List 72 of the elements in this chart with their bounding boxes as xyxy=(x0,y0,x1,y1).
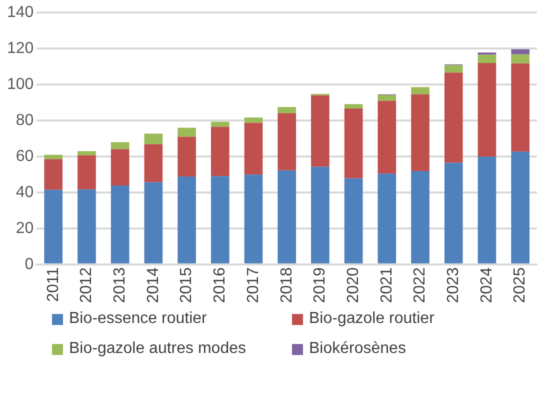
bar xyxy=(78,189,96,264)
bar xyxy=(210,176,230,264)
bar xyxy=(378,100,396,174)
bar xyxy=(478,156,496,264)
bar xyxy=(244,122,263,175)
bar xyxy=(478,54,496,63)
y-tick-label: 20 xyxy=(16,220,34,237)
bar xyxy=(178,128,196,137)
bar xyxy=(311,166,330,264)
x-tick-label: 2013 xyxy=(111,267,128,303)
bar xyxy=(110,142,130,150)
x-tick-label: 2018 xyxy=(278,267,296,303)
bar xyxy=(210,122,230,127)
bar xyxy=(444,65,463,73)
x-tick-label: 2015 xyxy=(178,267,196,303)
y-tick-label: 100 xyxy=(6,76,34,93)
bar xyxy=(511,49,530,54)
bar xyxy=(44,190,63,264)
x-tick-label: 2016 xyxy=(212,267,229,303)
bar xyxy=(344,178,363,264)
bar xyxy=(144,144,163,182)
x-tick-label: 2023 xyxy=(445,267,462,303)
x-tick-label: 2025 xyxy=(512,267,529,303)
y-tick-label: 60 xyxy=(16,148,34,165)
bar xyxy=(178,136,196,176)
bar xyxy=(244,117,263,123)
bar xyxy=(178,176,196,264)
bar xyxy=(311,95,330,167)
y-tick-label: 80 xyxy=(16,112,34,129)
bar xyxy=(210,126,230,176)
bar xyxy=(511,152,530,264)
bar xyxy=(44,159,63,190)
x-tick-label: 2014 xyxy=(144,267,162,303)
y-tick-label: 40 xyxy=(16,184,34,201)
x-tick-label: 2019 xyxy=(312,267,329,303)
bar xyxy=(344,104,363,108)
bar xyxy=(344,108,363,178)
legend-label: Bio-gazole autres modes xyxy=(69,340,246,358)
bar xyxy=(511,54,530,64)
bar xyxy=(110,185,130,264)
x-tick-label: 2017 xyxy=(244,267,262,303)
legend-label: Biokérosènes xyxy=(309,340,406,358)
bar xyxy=(411,94,430,172)
bar xyxy=(444,72,463,163)
y-tick-label: 140 xyxy=(6,4,34,22)
x-tick-label: 2012 xyxy=(78,267,96,303)
bar xyxy=(378,94,396,101)
bar xyxy=(511,63,530,152)
bar xyxy=(444,162,463,264)
bar xyxy=(378,174,396,264)
legend-label: Bio-gazole routier xyxy=(309,310,434,328)
x-tick-label: 2020 xyxy=(344,267,362,303)
legend-label: Bio-essence routier xyxy=(69,310,207,328)
bar xyxy=(78,155,96,190)
bar xyxy=(44,154,63,160)
bar xyxy=(278,107,296,114)
y-tick-label: 0 xyxy=(24,256,34,273)
y-tick-label: 120 xyxy=(6,40,34,57)
bar xyxy=(278,113,296,170)
bar xyxy=(144,134,163,144)
bar xyxy=(278,170,296,264)
bar xyxy=(244,174,263,264)
x-tick-label: 2011 xyxy=(44,267,62,302)
bar xyxy=(411,87,430,94)
bar xyxy=(478,62,496,157)
x-tick-label: 2021 xyxy=(378,267,396,303)
x-tick-label: 2024 xyxy=(478,267,496,303)
x-tick-label: 2022 xyxy=(412,267,429,303)
bar xyxy=(110,149,130,186)
bar xyxy=(78,151,96,156)
bar xyxy=(144,182,163,264)
bar xyxy=(411,171,430,264)
